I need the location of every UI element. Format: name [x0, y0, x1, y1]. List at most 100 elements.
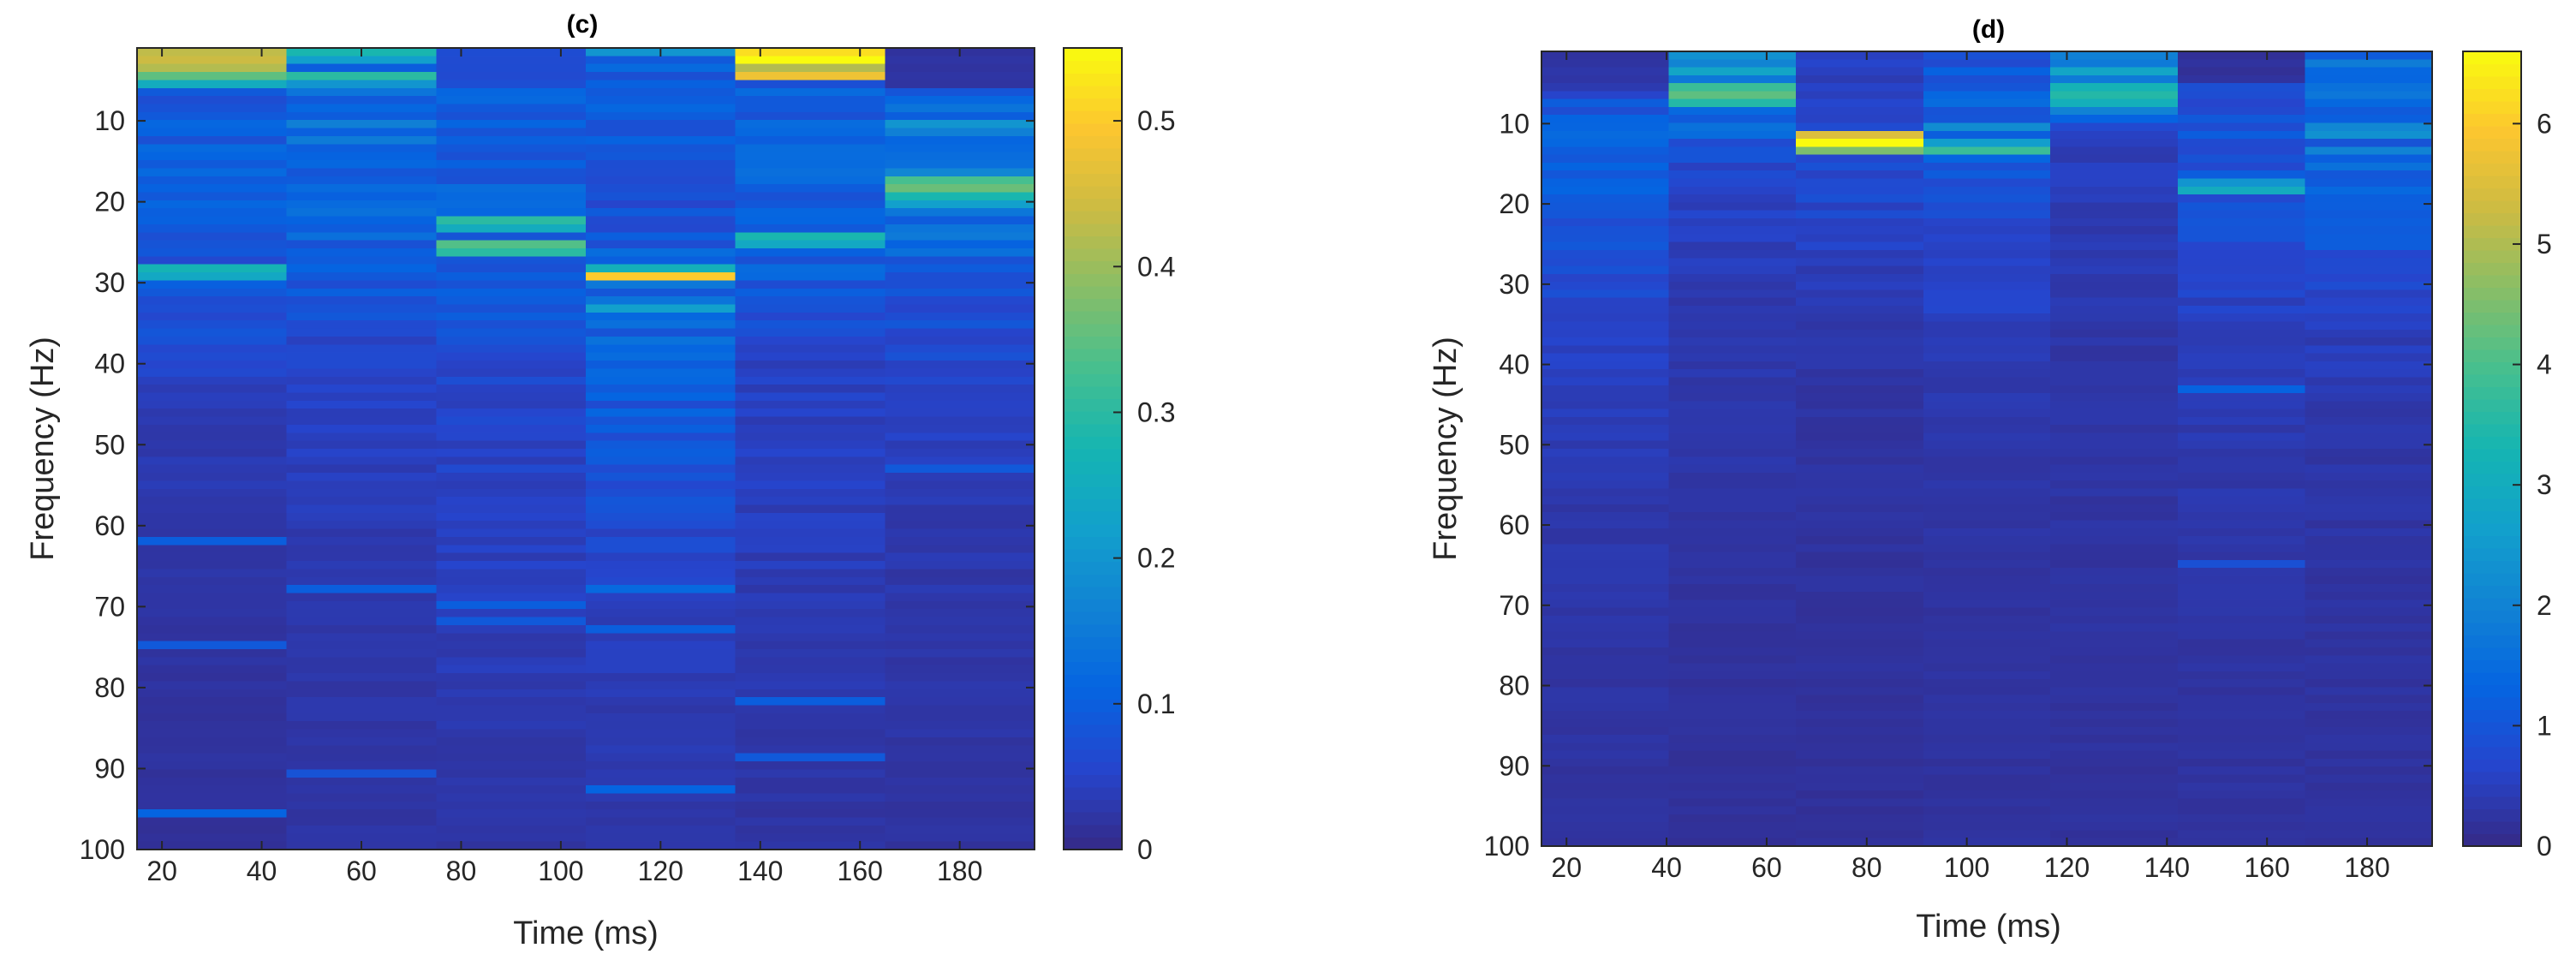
panel-c-cell: [735, 160, 886, 169]
panel-c-cell: [137, 280, 288, 289]
panel-d-cell: [2177, 719, 2306, 728]
panel-c-cell: [885, 713, 1035, 722]
panel-c-y-tick-label: 60: [94, 510, 125, 541]
panel-c-cell: [436, 168, 587, 177]
panel-d-cell: [2177, 830, 2306, 839]
panel-d-cell: [2050, 385, 2179, 394]
panel-c-colorbar-segment: [1064, 373, 1122, 387]
panel-c-cell: [735, 561, 886, 569]
panel-c-cell: [586, 392, 736, 402]
panel-d-cell: [2177, 782, 2306, 791]
panel-d-cell: [2305, 559, 2433, 569]
panel-d-cell: [2050, 711, 2179, 720]
panel-c-cell: [286, 464, 437, 474]
panel-c-x-tick-label: 140: [737, 856, 783, 886]
panel-d-cell: [1923, 456, 2051, 466]
panel-d-cell: [1541, 615, 1669, 624]
panel-c-cell: [436, 400, 587, 409]
panel-c-cell: [137, 160, 288, 169]
panel-c-cell: [137, 745, 288, 754]
panel-c-cell: [286, 56, 437, 65]
panel-d-cell: [1541, 480, 1669, 489]
panel-c-cell: [286, 80, 437, 89]
panel-d-cell: [1541, 393, 1669, 402]
panel-d-cell: [1796, 194, 1924, 203]
panel-c-cell: [137, 368, 288, 378]
panel-c-cell: [436, 488, 587, 498]
panel-c-cell: [586, 769, 736, 778]
panel-c-cell: [137, 256, 288, 265]
panel-d-cell: [2177, 655, 2306, 665]
panel-c-cell: [885, 633, 1035, 642]
panel-d-cell: [2050, 488, 2179, 498]
panel-c-cell: [586, 521, 736, 530]
panel-d-cell: [2177, 639, 2306, 648]
panel-d-colorbar-segment: [2463, 684, 2521, 698]
panel-d-cell: [1541, 504, 1669, 513]
panel-c-cell: [436, 480, 587, 490]
panel-d-cell: [2177, 162, 2306, 171]
panel-c-cell: [885, 657, 1035, 666]
panel-d-colorbar-segment: [2463, 510, 2521, 524]
panel-d-cell: [1796, 329, 1924, 338]
panel-c-cell: [286, 224, 437, 233]
panel-c-colorbar-segment: [1064, 223, 1122, 236]
panel-c-cell: [586, 152, 736, 161]
panel-d-cell: [2050, 607, 2179, 617]
panel-d-cell: [2305, 329, 2433, 338]
panel-c-cell: [735, 104, 886, 113]
panel-d-cell: [2050, 194, 2179, 203]
panel-d-x-tick-label: 180: [2344, 852, 2389, 883]
panel-d-cell: [1668, 67, 1797, 76]
panel-d-cell: [2050, 464, 2179, 474]
panel-c-cell: [286, 536, 437, 546]
panel-c-cell: [586, 184, 736, 194]
panel-d-cell: [1796, 241, 1924, 251]
panel-d-cell: [2305, 115, 2433, 124]
panel-c-cell: [735, 344, 886, 354]
panel-d-cell: [2050, 639, 2179, 648]
panel-d-cell: [2305, 289, 2433, 299]
panel-d-cell: [1541, 408, 1669, 418]
panel-d-colorbar-tick-label: 0: [2537, 831, 2552, 862]
panel-c-cell: [436, 111, 587, 121]
panel-d-cell: [2050, 321, 2179, 331]
panel-c-cell: [735, 713, 886, 722]
panel-d-cell: [2305, 98, 2433, 108]
panel-c-cell: [286, 240, 437, 249]
panel-d-y-tick-label: 50: [1499, 429, 1530, 460]
panel-c-cell: [586, 288, 736, 297]
panel-c-colorbar-segment: [1064, 712, 1122, 725]
panel-d-cell: [1923, 790, 2051, 799]
panel-d-cell: [1668, 456, 1797, 466]
panel-c-cell: [885, 408, 1035, 418]
panel-d-cell: [1923, 393, 2051, 402]
panel-c-cell: [137, 665, 288, 674]
panel-d-cell: [2050, 202, 2179, 212]
panel-c-colorbar-segment: [1064, 85, 1122, 99]
panel-c-cell: [586, 280, 736, 289]
panel-c-cell: [286, 689, 437, 698]
panel-c-cell: [286, 152, 437, 161]
panel-d-cell: [2177, 83, 2306, 92]
panel-d-cell: [1923, 67, 2051, 76]
panel-d-colorbar-ticks: 0 1 2 3 4 5 6: [2513, 108, 2552, 862]
panel-d-cell: [1668, 735, 1797, 743]
panel-d-cell: [1923, 536, 2051, 545]
panel-c-cell: [735, 617, 886, 626]
panel-c-cell: [436, 745, 587, 754]
panel-c-cell: [436, 497, 587, 506]
panel-d-cell: [1796, 106, 1924, 116]
panel-c-cell: [137, 104, 288, 113]
panel-c-cell: [735, 697, 886, 707]
panel-d-cell: [1668, 750, 1797, 760]
panel-d-cell: [2177, 496, 2306, 505]
panel-c-cell: [586, 440, 736, 450]
panel-d-cell: [1923, 663, 2051, 672]
panel-c-cell: [286, 609, 437, 618]
panel-d-cell: [1796, 639, 1924, 648]
panel-d-cell: [1923, 210, 2051, 219]
panel-c-cell: [586, 705, 736, 714]
panel-c-cell: [436, 392, 587, 402]
panel-c-cell: [735, 72, 886, 81]
